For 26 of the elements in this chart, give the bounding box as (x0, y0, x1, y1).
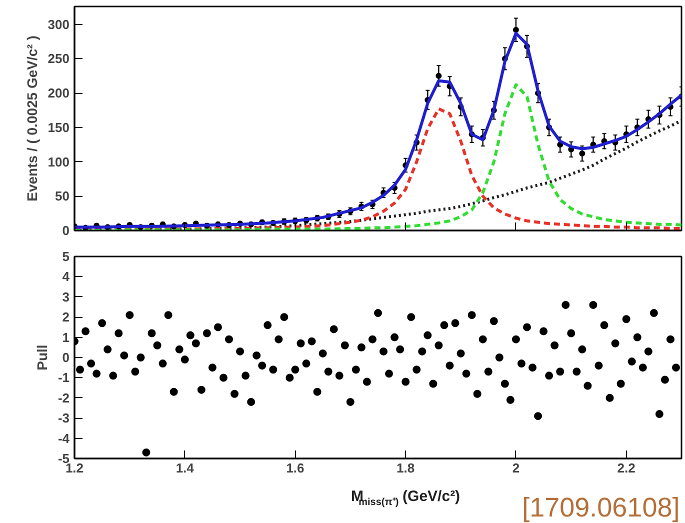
x-tick-label: 2.2 (617, 460, 636, 476)
y-tick-label: 300 (48, 16, 70, 32)
y-tick-label: 0 (62, 223, 70, 238)
y-axis-title: Events / ( 0.0025 GeV/c² ) (24, 36, 40, 202)
y-tick-label: 250 (48, 51, 70, 66)
x-tick-label: 2 (512, 460, 520, 476)
y-tick-label: -4 (58, 430, 70, 446)
x-axis-title: Mmiss(π⁺) (GeV/c²) (350, 488, 460, 508)
y-tick-label: 0 (62, 350, 70, 365)
y-tick-label: 100 (48, 154, 70, 170)
y-tick-label: 3 (62, 289, 70, 304)
y-axis-title: Pull (34, 344, 50, 370)
x-tick-label: 1.4 (176, 460, 195, 476)
y-tick-label: 2 (62, 310, 70, 325)
y-tick-label: -3 (58, 410, 70, 426)
x-tick-label: 1.8 (396, 460, 415, 476)
y-tick-label: 5 (62, 249, 70, 264)
text: [1709.06108] (522, 492, 680, 522)
y-tick-label: 150 (48, 120, 70, 135)
y-tick-label: -1 (58, 370, 70, 386)
y-tick-label: -2 (58, 390, 70, 406)
y-tick-label: 4 (62, 269, 70, 284)
y-tick-label: 50 (55, 188, 70, 204)
x-tick-label: 1.6 (286, 460, 304, 476)
y-tick-label: 1 (62, 330, 70, 345)
y-tick-label: 200 (48, 86, 70, 101)
